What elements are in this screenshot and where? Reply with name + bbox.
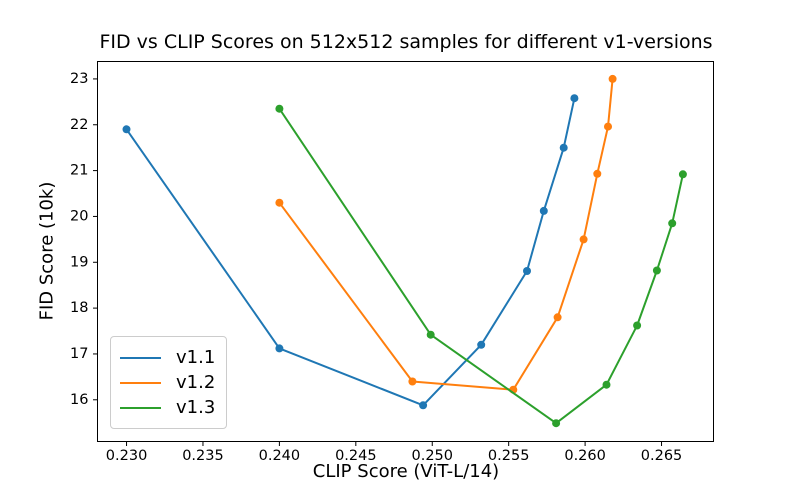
- y-tick-label: 21: [70, 163, 88, 179]
- data-point-v1.2: [408, 377, 417, 386]
- series-line-v1.3: [278, 107, 684, 425]
- legend: v1.1 v1.2 v1.3: [110, 336, 227, 429]
- data-point-v1.1: [539, 206, 548, 215]
- data-point-v1.2: [275, 198, 284, 207]
- data-point-v1.2: [604, 122, 612, 131]
- x-tick-label: 0.250: [411, 448, 453, 464]
- data-point-v1.2: [593, 169, 602, 178]
- data-point-v1.3: [678, 170, 687, 179]
- data-point-v1.1: [559, 143, 568, 152]
- data-point-v1.3: [633, 321, 642, 330]
- x-tick-label: 0.265: [641, 448, 683, 464]
- legend-label: v1.1: [176, 346, 216, 368]
- y-tick-label: 19: [70, 254, 88, 270]
- x-tick-label: 0.235: [182, 448, 224, 464]
- series-line-v1.2: [278, 77, 614, 391]
- legend-item-v1.2: v1.2: [111, 370, 226, 395]
- data-point-v1.1: [570, 94, 579, 103]
- x-tick-label: 0.245: [335, 448, 377, 464]
- plot-border: [97, 61, 714, 442]
- legend-item-v1.1: v1.1: [111, 345, 226, 370]
- data-point-v1.1: [419, 401, 428, 410]
- x-tick-label: 0.260: [564, 448, 606, 464]
- chart-title: FID vs CLIP Scores on 512x512 samples fo…: [99, 31, 713, 53]
- x-tick-label: 0.255: [488, 448, 530, 464]
- data-point-v1.3: [426, 330, 435, 339]
- legend-line-swatch: [120, 356, 161, 359]
- y-tick-label: 22: [70, 117, 88, 133]
- legend-label: v1.3: [176, 396, 216, 418]
- y-tick-label: 23: [70, 71, 88, 87]
- data-point-v1.3: [552, 419, 561, 428]
- x-axis-label: CLIP Score (ViT-L/14): [312, 461, 500, 482]
- data-point-v1.1: [122, 125, 131, 134]
- data-point-v1.1: [477, 340, 486, 349]
- data-point-v1.3: [275, 104, 284, 113]
- data-point-v1.2: [579, 235, 588, 244]
- y-tick-label: 20: [70, 208, 88, 224]
- x-tick-label: 0.240: [259, 448, 301, 464]
- series-line-v1.1: [125, 97, 576, 407]
- x-tick-label: 0.230: [106, 448, 148, 464]
- y-tick-label: 16: [70, 392, 88, 408]
- legend-label: v1.2: [176, 371, 216, 393]
- data-point-v1.3: [668, 219, 677, 228]
- legend-item-v1.3: v1.3: [111, 395, 226, 420]
- y-tick-label: 17: [70, 346, 88, 362]
- data-point-v1.1: [275, 344, 284, 353]
- data-point-v1.2: [553, 313, 562, 322]
- y-axis-label: FID Score (10k): [36, 181, 58, 321]
- y-tick-label: 18: [70, 300, 88, 316]
- data-point-v1.3: [652, 266, 661, 275]
- data-point-v1.1: [523, 267, 531, 275]
- legend-line-swatch: [120, 381, 161, 384]
- legend-line-swatch: [120, 406, 161, 409]
- data-point-v1.2: [608, 74, 617, 83]
- data-point-v1.3: [602, 380, 611, 389]
